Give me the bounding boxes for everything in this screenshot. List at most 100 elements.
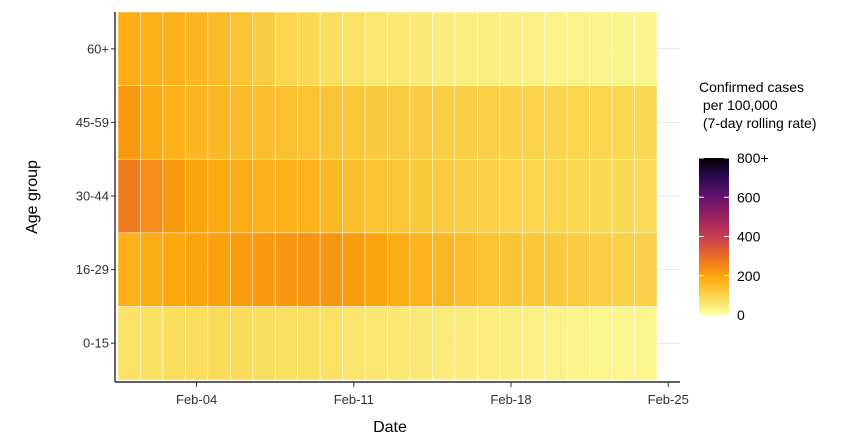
heatmap-cell <box>432 306 456 381</box>
y-axis-ticks: 0-15 16-29 30-44 45-59 60+ <box>76 41 115 351</box>
heatmap-cell <box>274 232 298 307</box>
legend-title-line-1: Confirmed cases <box>699 79 804 95</box>
heatmap-cell <box>229 232 254 307</box>
y-tick-label: 16-29 <box>76 262 109 277</box>
x-axis-ticks: Feb-04 Feb-11 Feb-18 Feb-25 <box>176 382 689 407</box>
heatmap-cell <box>185 158 209 234</box>
heatmap-cell <box>544 11 568 86</box>
heatmap-cell <box>499 306 523 381</box>
heatmap-cell <box>162 85 186 160</box>
heatmap-cell <box>477 85 501 160</box>
y-tick-label: 30-44 <box>76 189 109 204</box>
heatmap-cell <box>140 11 164 86</box>
heatmap-cell <box>319 306 343 381</box>
heatmap-cell <box>454 11 478 86</box>
heatmap-cell <box>566 306 590 381</box>
heatmap-cell <box>117 232 141 307</box>
heatmap-cell <box>477 232 501 307</box>
heatmap-cell <box>342 85 366 160</box>
heatmap-cell <box>387 11 411 86</box>
heatmap-cell <box>634 85 658 160</box>
heatmap-cell <box>477 158 501 234</box>
heatmap-cell <box>409 11 433 86</box>
heatmap-cell <box>566 232 590 307</box>
heatmap-cell <box>387 306 411 381</box>
heatmap-cell <box>185 232 209 307</box>
legend-title-line-3: (7-day rolling rate) <box>699 115 817 131</box>
heatmap-cell <box>162 232 186 307</box>
heatmap-cell <box>297 232 321 307</box>
heatmap-cell <box>117 11 141 86</box>
heatmap-cell <box>566 158 590 234</box>
heatmap-cell <box>387 158 411 234</box>
heatmap-cell <box>364 232 388 307</box>
heatmap-cell <box>140 306 164 381</box>
heatmap-cell <box>387 85 411 160</box>
heatmap-cell <box>229 158 254 234</box>
heatmap-cell <box>252 306 276 381</box>
heatmap-cell <box>544 306 568 381</box>
heatmap-cell <box>252 85 276 160</box>
heatmap-cell <box>499 11 523 86</box>
heatmap-cell <box>229 11 254 86</box>
x-tick-label: Feb-04 <box>176 392 217 407</box>
heatmap-cell <box>477 306 501 381</box>
heatmap-cell <box>117 158 141 234</box>
x-tick-label: Feb-25 <box>648 392 689 407</box>
heatmap-cell <box>229 85 254 160</box>
heatmap-cell <box>454 306 478 381</box>
heatmap-cell <box>319 158 343 234</box>
heatmap-cell <box>432 158 456 234</box>
heatmap-cell <box>185 85 209 160</box>
heatmap-cell <box>274 306 298 381</box>
heatmap-cell <box>364 306 388 381</box>
heatmap-cell <box>252 158 276 234</box>
heatmap-cell <box>297 306 321 381</box>
heatmap-cell <box>162 158 186 234</box>
heatmap-cell <box>117 306 141 381</box>
heatmap-cell <box>634 11 658 86</box>
heatmap-cell <box>432 85 456 160</box>
legend-tick-label: 800+ <box>737 150 769 166</box>
heatmap-cell <box>229 306 254 381</box>
legend: Confirmed cases per 100,000 (7-day rolli… <box>699 79 817 323</box>
heatmap-cell <box>432 232 456 307</box>
heatmap-cell <box>185 11 209 86</box>
heatmap-cell <box>566 11 590 86</box>
heatmap-cell <box>364 11 388 86</box>
x-tick-label: Feb-11 <box>334 392 374 407</box>
heatmap-cell <box>140 85 164 160</box>
heatmap-cell <box>409 306 433 381</box>
heatmap-cell <box>589 158 613 234</box>
legend-tick-label: 200 <box>737 268 761 284</box>
heatmap-cell <box>274 11 298 86</box>
heatmap-cell <box>611 85 635 160</box>
heatmap-cell <box>611 306 635 381</box>
heatmap-cell <box>207 158 231 234</box>
heatmap-cell <box>342 306 366 381</box>
legend-ticks: 0 200 400 600 800+ <box>699 150 769 323</box>
heatmap-cell <box>589 85 613 160</box>
heatmap-cell <box>611 158 635 234</box>
heatmap-cell <box>499 158 523 234</box>
heatmap-cell <box>566 85 590 160</box>
heatmap-cell <box>319 11 343 86</box>
heatmap-cell <box>140 232 164 307</box>
heatmap-cell <box>207 85 231 160</box>
heatmap-cell <box>634 232 658 307</box>
heatmap-cell <box>454 232 478 307</box>
heatmap-cell <box>409 85 433 160</box>
heatmap-cells <box>117 11 658 381</box>
legend-tick-label: 0 <box>737 307 745 323</box>
heatmap-cell <box>544 232 568 307</box>
heatmap-cell <box>432 11 456 86</box>
heatmap-cell <box>521 85 546 160</box>
heatmap-cell <box>454 85 478 160</box>
y-tick-label: 60+ <box>87 41 109 56</box>
y-axis-title: Age group <box>24 160 41 234</box>
heatmap-cell <box>252 232 276 307</box>
heatmap-cell <box>589 11 613 86</box>
heatmap-cell <box>589 306 613 381</box>
heatmap-cell <box>634 306 658 381</box>
heatmap-cell <box>252 11 276 86</box>
